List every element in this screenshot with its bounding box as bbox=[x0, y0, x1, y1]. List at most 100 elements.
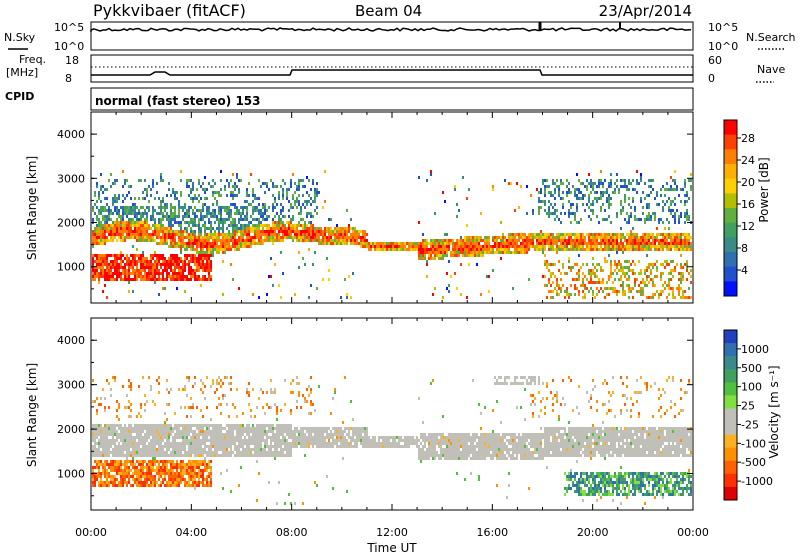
heatmap-cell bbox=[170, 427, 172, 430]
heatmap-cell bbox=[126, 439, 128, 442]
heatmap-cell bbox=[224, 233, 226, 236]
heatmap-cell bbox=[96, 254, 98, 257]
heatmap-cell bbox=[164, 436, 166, 439]
heatmap-cell bbox=[200, 460, 202, 463]
heatmap-cell bbox=[272, 182, 274, 185]
heatmap-cell bbox=[196, 406, 198, 409]
heatmap-cell bbox=[602, 278, 604, 281]
heatmap-cell bbox=[124, 406, 126, 409]
heatmap-cell bbox=[170, 275, 172, 278]
heatmap-cell bbox=[668, 221, 670, 224]
heatmap-cell bbox=[192, 185, 194, 188]
heatmap-cell bbox=[184, 266, 186, 269]
heatmap-cell bbox=[166, 427, 168, 430]
heatmap-cell bbox=[308, 221, 310, 224]
heatmap-cell bbox=[432, 239, 434, 242]
heatmap-cell bbox=[116, 272, 118, 275]
heatmap-cell bbox=[294, 191, 296, 194]
heatmap-cell bbox=[620, 248, 622, 251]
heatmap-cell bbox=[164, 430, 166, 433]
heatmap-cell bbox=[168, 433, 170, 436]
heatmap-cell bbox=[484, 251, 486, 254]
heatmap-cell bbox=[146, 275, 148, 278]
heatmap-cell bbox=[246, 212, 248, 215]
heatmap-cell bbox=[106, 469, 108, 472]
heatmap-cell bbox=[206, 451, 208, 454]
heatmap-cell bbox=[304, 206, 306, 209]
heatmap-cell bbox=[554, 218, 556, 221]
heatmap-cell bbox=[632, 236, 634, 239]
heatmap-cell bbox=[658, 296, 660, 299]
heatmap-cell bbox=[204, 469, 206, 472]
heatmap-cell bbox=[230, 194, 232, 197]
heatmap-cell bbox=[440, 254, 442, 257]
heatmap-cell bbox=[160, 451, 162, 454]
heatmap-cell bbox=[452, 245, 454, 248]
heatmap-cell bbox=[642, 212, 644, 215]
heatmap-cell bbox=[142, 269, 144, 272]
heatmap-cell bbox=[144, 221, 146, 224]
heatmap-cell bbox=[94, 430, 96, 433]
heatmap-cell bbox=[220, 221, 222, 224]
heatmap-cell bbox=[448, 242, 450, 245]
heatmap-cell bbox=[306, 236, 308, 239]
heatmap-cell bbox=[128, 469, 130, 472]
heatmap-cell bbox=[116, 478, 118, 481]
heatmap-cell bbox=[500, 251, 502, 254]
heatmap-cell bbox=[618, 191, 620, 194]
heatmap-cell bbox=[674, 269, 676, 272]
heatmap-cell bbox=[658, 218, 660, 221]
heatmap-cell bbox=[116, 200, 118, 203]
heatmap-cell bbox=[684, 212, 686, 215]
heatmap-cell bbox=[150, 469, 152, 472]
heatmap-cell bbox=[362, 239, 364, 242]
heatmap-cell bbox=[208, 433, 210, 436]
heatmap-cell bbox=[156, 481, 158, 484]
heatmap-cell bbox=[686, 260, 688, 263]
heatmap-cell bbox=[628, 197, 630, 200]
heatmap-cell bbox=[614, 188, 616, 191]
heatmap-cell bbox=[156, 236, 158, 239]
heatmap-cell bbox=[114, 469, 116, 472]
heatmap-cell bbox=[544, 242, 546, 245]
heatmap-cell bbox=[366, 245, 368, 248]
heatmap-cell bbox=[106, 221, 108, 224]
heatmap-cell bbox=[668, 227, 670, 230]
heatmap-cell bbox=[528, 236, 530, 239]
heatmap-cell bbox=[370, 245, 372, 248]
heatmap-cell bbox=[632, 248, 634, 251]
heatmap-cell bbox=[346, 293, 348, 296]
heatmap-cell bbox=[618, 248, 620, 251]
heatmap-cell bbox=[128, 221, 130, 224]
heatmap-cell bbox=[112, 275, 114, 278]
heatmap-cell bbox=[186, 415, 188, 418]
heatmap-cell bbox=[252, 224, 254, 227]
heatmap-cell bbox=[158, 224, 160, 227]
heatmap-cell bbox=[208, 454, 210, 457]
heatmap-cell bbox=[658, 242, 660, 245]
heatmap-cell bbox=[532, 209, 534, 212]
heatmap-cell bbox=[142, 239, 144, 242]
heatmap-cell bbox=[282, 224, 284, 227]
heatmap-cell bbox=[106, 239, 108, 242]
heatmap-cell bbox=[502, 233, 504, 236]
ytick-label: 2000 bbox=[57, 217, 85, 230]
heatmap-cell bbox=[210, 236, 212, 239]
heatmap-cell bbox=[134, 227, 136, 230]
heatmap-cell bbox=[300, 212, 302, 215]
heatmap-cell bbox=[136, 215, 138, 218]
heatmap-cell bbox=[652, 296, 654, 299]
heatmap-cell bbox=[158, 260, 160, 263]
heatmap-cell bbox=[412, 248, 414, 251]
heatmap-cell bbox=[430, 173, 432, 176]
heatmap-cell bbox=[112, 448, 114, 451]
heatmap-cell bbox=[300, 239, 302, 242]
heatmap-cell bbox=[106, 436, 108, 439]
heatmap-cell bbox=[182, 218, 184, 221]
heatmap-cell bbox=[100, 427, 102, 430]
heatmap-cell bbox=[206, 376, 208, 379]
heatmap-cell bbox=[96, 424, 98, 427]
heatmap-cell bbox=[154, 460, 156, 463]
heatmap-cell bbox=[178, 424, 180, 427]
heatmap-cell bbox=[560, 242, 562, 245]
